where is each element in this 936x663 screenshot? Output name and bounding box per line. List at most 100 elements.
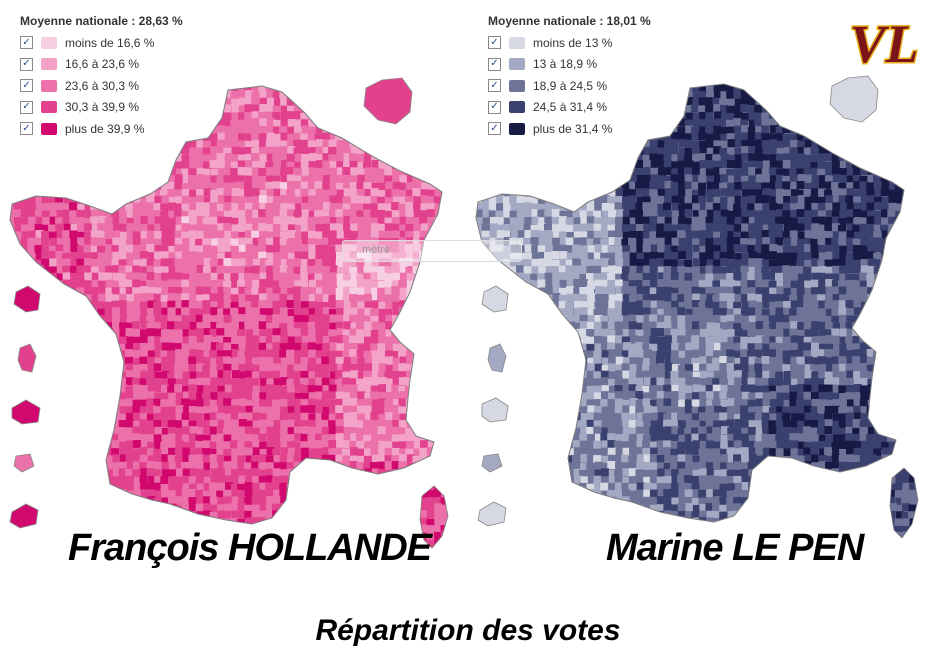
- commune-cell: [132, 364, 141, 373]
- checkbox-checked-icon[interactable]: ✓: [20, 36, 33, 50]
- commune-cell: [342, 398, 351, 407]
- commune-cell: [328, 272, 337, 281]
- commune-cell: [286, 216, 295, 225]
- commune-cell: [441, 510, 448, 519]
- commune-cell: [385, 329, 394, 338]
- commune-cell: [140, 489, 149, 498]
- commune-cell: [426, 209, 435, 218]
- commune-cell: [223, 398, 232, 407]
- commune-cell: [14, 447, 23, 456]
- commune-cell: [147, 511, 156, 520]
- commune-cell: [314, 391, 323, 400]
- commune-cell: [174, 139, 183, 148]
- commune-cell: [314, 385, 323, 394]
- commune-cell: [356, 111, 365, 120]
- commune-cell: [181, 412, 190, 421]
- commune-cell: [349, 461, 358, 470]
- commune-cell: [41, 357, 50, 366]
- legend-item[interactable]: ✓ moins de 16,6 %: [20, 32, 183, 54]
- commune-cell: [335, 71, 343, 79]
- commune-cell: [0, 385, 7, 393]
- checkbox-checked-icon[interactable]: ✓: [20, 100, 33, 114]
- commune-cell: [902, 84, 911, 92]
- commune-cell: [90, 140, 99, 149]
- commune-cell: [385, 412, 394, 421]
- commune-cell: [754, 84, 763, 86]
- commune-cell: [265, 231, 274, 240]
- commune-cell: [377, 147, 386, 156]
- commune-cell: [420, 504, 429, 513]
- commune-cell: [399, 182, 408, 191]
- commune-cell: [189, 321, 198, 330]
- commune-cell: [146, 146, 155, 155]
- commune-cell: [146, 322, 155, 331]
- commune-cell: [426, 343, 435, 352]
- legend-item[interactable]: ✓ plus de 39,9 %: [20, 118, 183, 140]
- commune-cell: [189, 153, 198, 162]
- commune-cell: [300, 293, 309, 302]
- commune-cell: [434, 189, 443, 198]
- commune-cell: [433, 448, 442, 457]
- commune-cell: [286, 294, 295, 303]
- commune-cell: [426, 189, 435, 198]
- commune-cell: [259, 441, 268, 450]
- commune-cell: [441, 105, 448, 114]
- commune-cell: [286, 349, 295, 358]
- commune-cell: [202, 91, 211, 100]
- commune-cell: [188, 356, 197, 365]
- commune-cell: [21, 392, 30, 401]
- commune-cell: [0, 483, 8, 491]
- legend-item[interactable]: ✓ 30,3 à 39,9 %: [20, 97, 183, 119]
- commune-cell: [14, 258, 23, 267]
- commune-cell: [343, 412, 352, 421]
- commune-cell: [105, 244, 114, 253]
- commune-cell: [364, 315, 373, 324]
- legend-item[interactable]: ✓ 23,6 à 30,3 %: [20, 75, 183, 97]
- commune-cell: [420, 427, 429, 436]
- commune-cell: [160, 350, 169, 359]
- commune-cell: [41, 182, 50, 191]
- commune-cell: [287, 399, 296, 408]
- commune-cell: [210, 146, 219, 155]
- commune-cell: [336, 140, 345, 149]
- commune-cell: [84, 252, 93, 261]
- commune-cell: [476, 97, 483, 106]
- checkbox-checked-icon[interactable]: ✓: [20, 122, 33, 136]
- commune-cell: [147, 476, 156, 485]
- commune-cell: [371, 350, 380, 359]
- commune-cell: [371, 259, 380, 268]
- commune-cell: [181, 161, 190, 170]
- checkbox-checked-icon[interactable]: ✓: [20, 57, 33, 71]
- commune-cell: [405, 223, 414, 232]
- commune-cell: [307, 475, 316, 484]
- commune-cell: [391, 245, 400, 254]
- checkbox-checked-icon[interactable]: ✓: [20, 79, 33, 93]
- legend-item[interactable]: ✓ 16,6 à 23,6 %: [20, 54, 183, 76]
- commune-cell: [434, 167, 443, 176]
- commune-cell: [244, 482, 253, 491]
- commune-cell: [810, 97, 819, 106]
- commune-cell: [314, 517, 323, 526]
- commune-cell: [440, 279, 448, 288]
- commune-cell: [259, 153, 268, 162]
- commune-cell: [216, 125, 225, 134]
- commune-cell: [168, 496, 177, 505]
- commune-cell: [34, 447, 43, 456]
- commune-cell: [10, 384, 16, 393]
- commune-cell: [13, 167, 22, 176]
- commune-cell: [203, 434, 212, 443]
- commune-cell: [412, 266, 421, 275]
- commune-cell: [244, 272, 253, 281]
- commune-cell: [154, 342, 163, 351]
- commune-cell: [210, 406, 219, 415]
- commune-cell: [279, 349, 288, 358]
- commune-cell: [258, 510, 267, 519]
- commune-cell: [455, 98, 463, 106]
- commune-cell: [454, 350, 462, 358]
- commune-cell: [754, 84, 763, 93]
- commune-cell: [49, 441, 58, 450]
- commune-cell: [98, 517, 107, 526]
- commune-cell: [181, 203, 190, 212]
- commune-cell: [209, 370, 218, 379]
- commune-cell: [230, 426, 239, 435]
